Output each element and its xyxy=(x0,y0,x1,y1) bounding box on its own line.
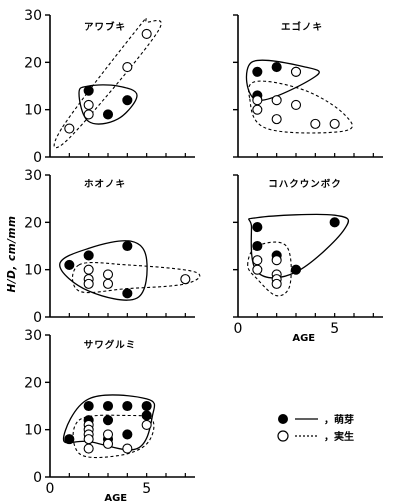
panel-4: 0 5 AGE コハクウンボク xyxy=(233,174,383,344)
seedling-point xyxy=(290,66,302,77)
y-tick-label: 10 xyxy=(24,263,42,279)
sprout-point xyxy=(141,400,152,412)
seedling-range-outline xyxy=(248,80,353,134)
seedling-point xyxy=(310,118,321,129)
seedling-point xyxy=(252,255,263,266)
seedling-point xyxy=(83,443,94,454)
seedling-range-outline xyxy=(71,261,201,294)
seedling-point xyxy=(64,123,75,134)
x-axis-label: AGE xyxy=(292,333,315,344)
seedling-point xyxy=(83,109,94,120)
seedling-point xyxy=(102,429,114,440)
sprout-point xyxy=(83,250,94,261)
legend-seedling-label: ，実生 xyxy=(324,430,354,443)
y-tick-label: 0 xyxy=(33,470,42,486)
y-tick-label: 20 xyxy=(24,215,42,231)
sprout-point xyxy=(290,264,302,275)
sprout-point xyxy=(122,429,133,440)
y-tick-label: 0 xyxy=(33,310,42,326)
sprout-point xyxy=(271,62,282,73)
sprout-point xyxy=(64,434,75,445)
sprout-point xyxy=(64,259,75,270)
seedling-point xyxy=(290,99,302,110)
y-tick-label: 20 xyxy=(24,375,42,391)
sprout-point xyxy=(102,109,114,120)
sprout-point xyxy=(252,240,263,252)
seedling-point xyxy=(102,278,114,289)
sprout-point xyxy=(122,95,133,106)
panel-1: 0 10 20 30 アワブキ xyxy=(24,8,195,166)
sprout-point xyxy=(83,85,94,96)
y-tick-label: 10 xyxy=(24,103,42,119)
sprout-range-outline xyxy=(245,59,320,101)
sprout-point xyxy=(329,217,340,228)
y-tick-label: 30 xyxy=(24,168,42,184)
sprout-point xyxy=(252,66,263,77)
y-tick-label: 30 xyxy=(24,8,42,24)
sprout-point xyxy=(141,410,152,421)
seedling-point xyxy=(252,264,263,275)
seedling-point xyxy=(271,95,282,106)
sprout-range-outline xyxy=(59,240,148,301)
seedling-point xyxy=(122,443,133,454)
seedling-point xyxy=(271,278,282,289)
sprout-point xyxy=(122,288,133,299)
legend-sprout-marker xyxy=(278,414,288,424)
y-tick-label: 10 xyxy=(24,423,42,439)
seedling-range-outline xyxy=(72,414,155,459)
seedling-point xyxy=(83,434,94,445)
legend: ，萌芽 ，実生 xyxy=(277,413,354,443)
seedling-point xyxy=(329,118,340,129)
seedling-point xyxy=(102,269,114,280)
seedling-point xyxy=(141,28,152,39)
sprout-point xyxy=(102,400,114,412)
seedling-point xyxy=(102,438,114,449)
sprout-point xyxy=(122,240,133,252)
panel-title: サワグルミ xyxy=(84,339,137,351)
seedling-point xyxy=(252,95,263,106)
sprout-point xyxy=(83,400,94,412)
seedling-point xyxy=(83,99,94,110)
y-tick-label: 0 xyxy=(33,150,42,166)
seedling-point xyxy=(122,62,133,73)
panel-title: ホオノキ xyxy=(84,179,126,190)
y-tick-label: 20 xyxy=(24,55,42,71)
x-tick-label: 0 xyxy=(46,481,55,497)
x-tick-label: 5 xyxy=(330,321,339,337)
x-tick-label: 5 xyxy=(142,481,151,497)
panel-2: エゴノキ xyxy=(233,14,383,158)
panel-3: 0 10 20 30 ホオノキ xyxy=(24,168,201,326)
seedling-point xyxy=(252,104,263,115)
legend-sprout-label: ，萌芽 xyxy=(324,413,354,426)
seedling-point xyxy=(141,419,152,430)
seedling-point xyxy=(271,114,282,125)
x-tick-label: 0 xyxy=(234,321,243,337)
seedling-point xyxy=(83,264,94,275)
sprout-point xyxy=(102,415,114,426)
panel-title: エゴノキ xyxy=(281,21,323,33)
panel-title: コハクウンボク xyxy=(268,178,342,190)
seedling-point xyxy=(271,255,282,266)
y-tick-label: 30 xyxy=(24,328,42,344)
panels: 0 10 20 30 アワブキ エゴノキ 0 10 20 30 ホオノキ 0 5 AGE コハクウンボク 0 1… xyxy=(24,8,383,503)
y-axis-label: H/D, cm/mm xyxy=(6,216,18,293)
sprout-point xyxy=(252,222,263,233)
x-axis-label: AGE xyxy=(104,493,127,503)
panel-5: 0 10 20 30 0 5 AGE サワグルミ xyxy=(24,328,195,503)
seedling-point xyxy=(180,274,191,285)
panel-title: アワブキ xyxy=(84,21,126,33)
seedling-point xyxy=(83,278,94,289)
sprout-point xyxy=(122,400,133,412)
legend-seedling-marker xyxy=(277,430,289,442)
